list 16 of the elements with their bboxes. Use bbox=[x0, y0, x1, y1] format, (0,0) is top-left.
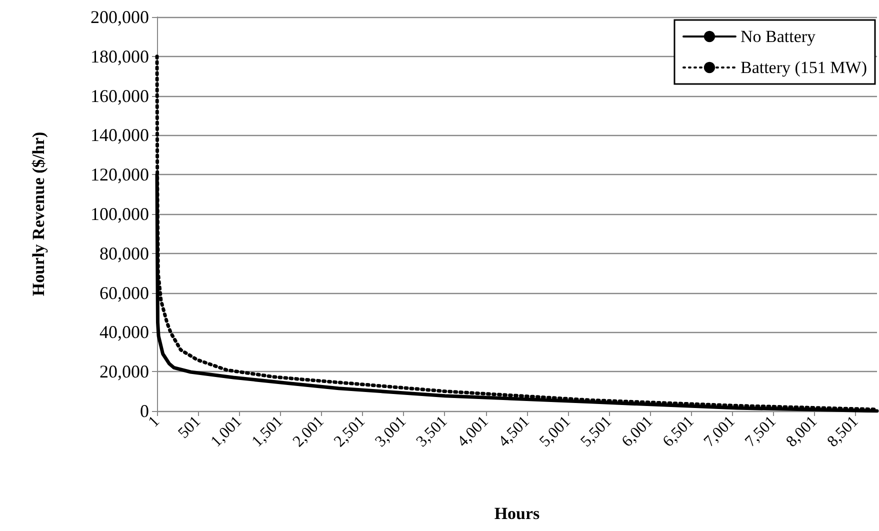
legend-label: No Battery bbox=[740, 27, 816, 46]
y-tick-label: 180,000 bbox=[90, 46, 149, 66]
y-tick-label: 160,000 bbox=[90, 86, 149, 106]
y-tick-label: 20,000 bbox=[100, 362, 149, 382]
x-axis-title: Hours bbox=[494, 504, 540, 523]
y-tick-label: 140,000 bbox=[90, 125, 149, 146]
y-tick-label: 100,000 bbox=[90, 204, 149, 224]
y-axis-title: Hourly Revenue ($/hr) bbox=[29, 132, 48, 296]
x-tick-label: 501 bbox=[175, 412, 204, 442]
y-tick-label: 80,000 bbox=[100, 243, 149, 264]
y-tick-label: 40,000 bbox=[100, 322, 149, 342]
legend-label: Battery (151 MW) bbox=[740, 58, 868, 77]
y-tick-label: 0 bbox=[140, 401, 149, 421]
y-tick-label: 60,000 bbox=[100, 282, 149, 303]
y-tick-label: 120,000 bbox=[90, 164, 149, 185]
y-tick-label: 200,000 bbox=[90, 7, 149, 27]
